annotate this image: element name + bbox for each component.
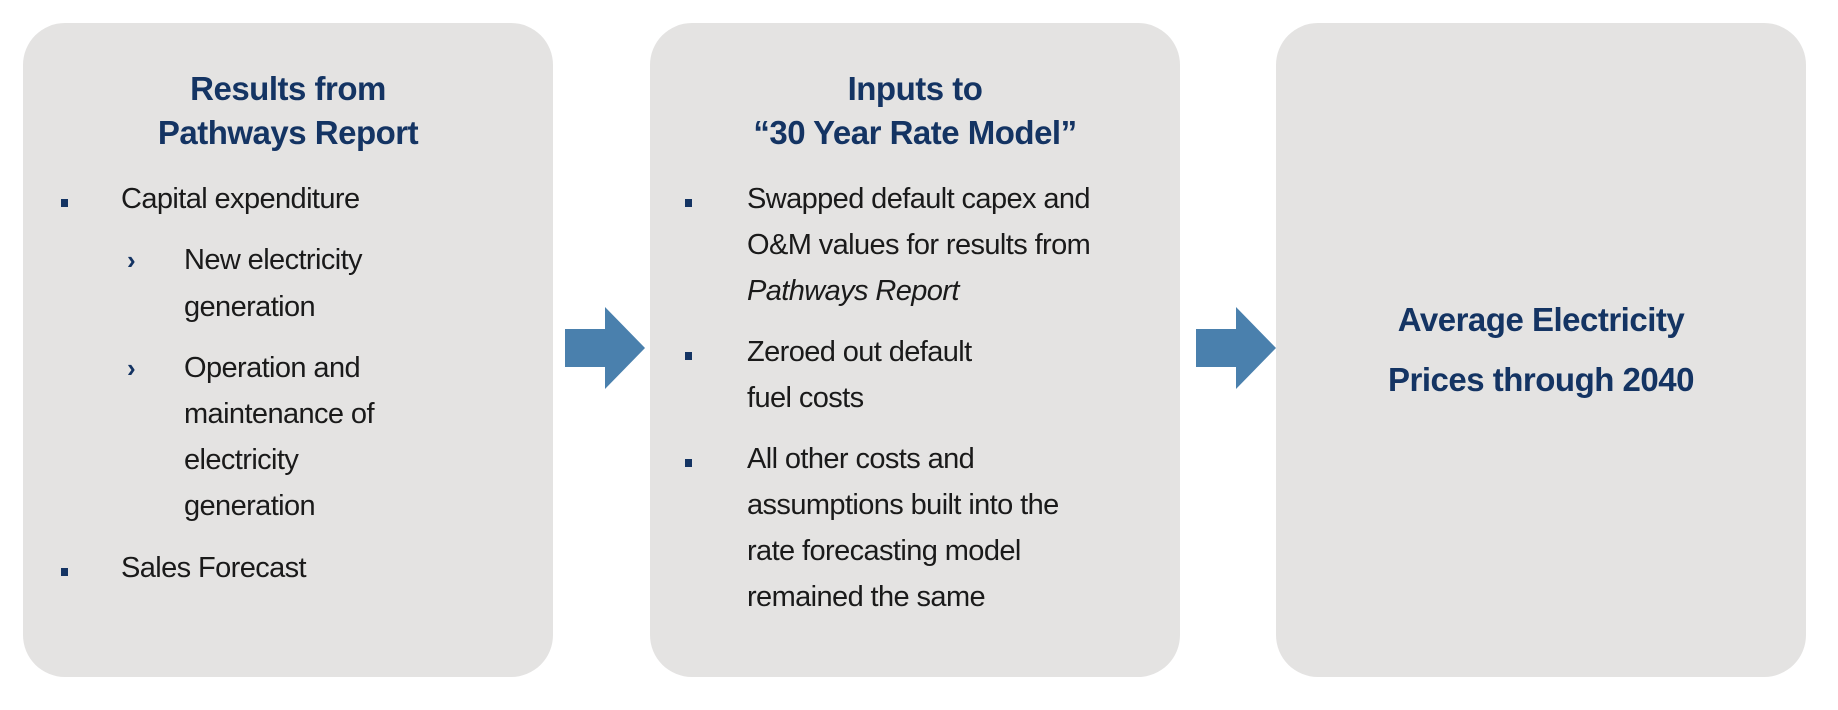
- list-item: Operation and: [184, 352, 361, 384]
- square-bullet-icon: [61, 568, 68, 576]
- list-item: generation: [184, 490, 316, 522]
- title-line: Prices through 2040: [1388, 361, 1694, 398]
- list-item: maintenance of: [184, 398, 375, 430]
- list-item: Sales Forecast: [121, 552, 307, 584]
- list-item: Capital expenditure: [121, 183, 360, 215]
- results-box: Results from Pathways Report Capital expe…: [23, 23, 553, 677]
- list-item: Zeroed out default: [747, 336, 972, 368]
- square-bullet-icon: [685, 459, 692, 467]
- list-item: All other costs and: [747, 443, 975, 475]
- title-line: Results from: [190, 70, 386, 107]
- arrow-right-icon: [1196, 307, 1276, 389]
- list-item: electricity: [184, 444, 299, 476]
- title-line: “30 Year Rate Model”: [753, 114, 1077, 151]
- list-item: Pathways Report: [747, 275, 959, 307]
- square-bullet-icon: [685, 199, 692, 207]
- chevron-right-icon: ›: [127, 245, 136, 275]
- list-item: assumptions built into the: [747, 489, 1059, 521]
- inputs-box: Inputs to “30 Year Rate Model” Swapped de…: [650, 23, 1180, 677]
- square-bullet-icon: [685, 352, 692, 360]
- output-box: Average Electricity Prices through 2040: [1276, 23, 1806, 677]
- square-bullet-icon: [61, 199, 68, 207]
- box-title: Average Electricity Prices through 2040: [1276, 290, 1806, 410]
- box-title: Inputs to “30 Year Rate Model”: [650, 67, 1180, 155]
- list-item: remained the same: [747, 581, 986, 613]
- list-item: generation: [184, 291, 316, 323]
- list-item: O&M values for results from: [747, 229, 1091, 261]
- arrow-right-icon: [565, 307, 645, 389]
- list-item: New electricity: [184, 244, 363, 276]
- list-item: Swapped default capex and: [747, 183, 1091, 215]
- title-line: Average Electricity: [1397, 301, 1685, 338]
- list-item: fuel costs: [747, 382, 864, 414]
- chevron-right-icon: ›: [127, 353, 136, 383]
- title-line: Pathways Report: [157, 114, 419, 151]
- title-line: Inputs to: [847, 70, 983, 107]
- box-title: Results from Pathways Report: [23, 67, 553, 155]
- list-item: rate forecasting model: [747, 535, 1021, 567]
